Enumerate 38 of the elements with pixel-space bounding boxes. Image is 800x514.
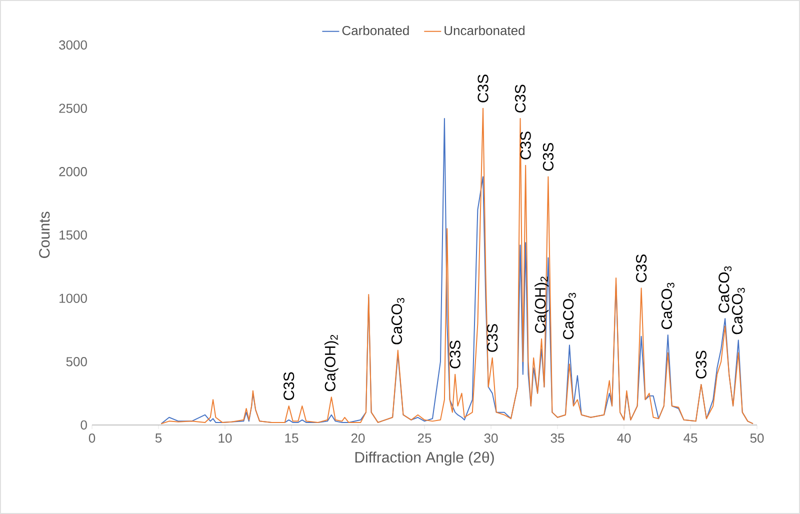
x-tick-label: 20 — [351, 434, 365, 443]
y-tick-label: 2000 — [59, 167, 87, 176]
annotation: C3S — [450, 340, 460, 368]
annotation: CaCO$_{3}$ — [562, 292, 576, 340]
y-tick-label: 1500 — [60, 230, 87, 240]
annotation: CaCO$_{3}$ — [732, 288, 745, 334]
annotation: C3S — [696, 350, 706, 378]
y-tick-label: 1000 — [60, 294, 87, 303]
annotation: C3S — [636, 254, 647, 282]
legend-label: Carbonated — [342, 26, 409, 36]
x-tick-label: 5 — [155, 434, 162, 443]
annotation: C3S — [284, 372, 294, 400]
annotation: C3S — [487, 324, 498, 352]
annotation: Ca(OH)$_{2}$ — [534, 276, 549, 333]
x-axis-title: Diffraction Angle (2θ) — [355, 452, 494, 466]
y-axis-title: Counts — [39, 212, 50, 258]
annotation: CaCO$_{3}$ — [661, 282, 674, 330]
annotation: C3S — [514, 84, 526, 112]
annotation: Ca(OH)$_{2}$ — [324, 334, 338, 392]
x-tick-label: 30 — [484, 434, 498, 443]
annotation: CaCO$_{3}$ — [718, 266, 732, 313]
y-tick-label: 3000 — [59, 40, 87, 50]
x-tick-label: 0 — [88, 434, 96, 443]
annotation: CaCO$_{3}$ — [391, 298, 404, 344]
annotation: C3S — [520, 132, 531, 160]
y-tick-label: 2500 — [59, 104, 87, 113]
annotation: C3S — [478, 74, 488, 102]
x-tick-label: 15 — [285, 434, 298, 443]
annotation: C3S — [542, 143, 554, 171]
legend-label: Uncarbonated — [444, 26, 524, 36]
x-tick-label: 45 — [684, 434, 698, 443]
y-tick-label: 0 — [80, 420, 87, 430]
y-tick-label: 500 — [66, 357, 87, 366]
x-tick-label: 10 — [218, 434, 232, 443]
x-tick-label: 50 — [750, 434, 764, 443]
x-tick-label: 25 — [418, 434, 432, 443]
x-tick-label: 40 — [617, 434, 631, 443]
x-tick-label: 35 — [550, 434, 564, 443]
